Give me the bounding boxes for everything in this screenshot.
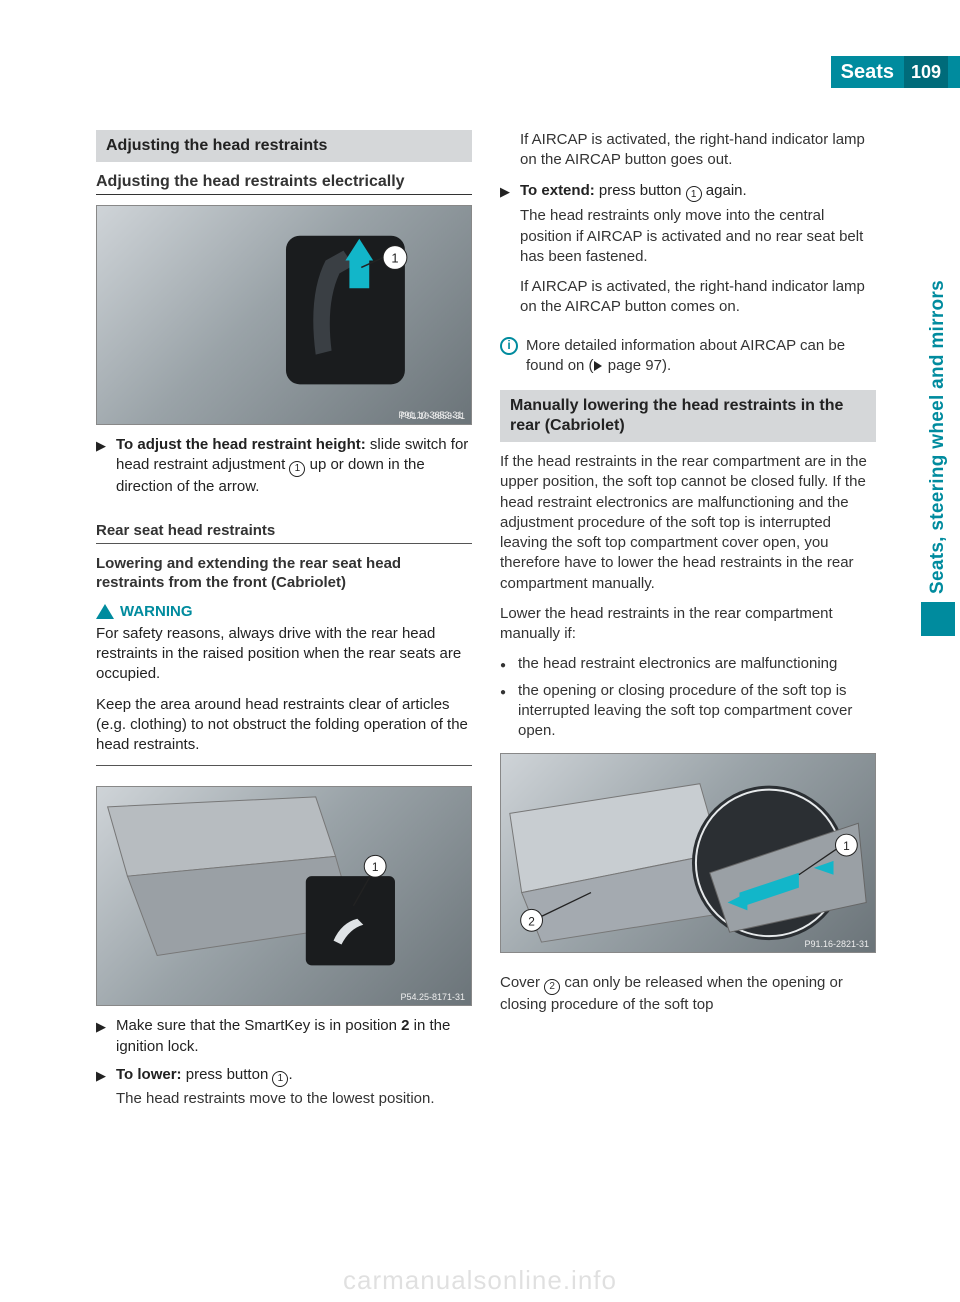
triangle-marker-icon: ▶ — [96, 1065, 110, 1087]
subheading-rear-restraints: Rear seat head restraints — [96, 521, 472, 544]
manual-p1: If the head restraints in the rear compa… — [500, 452, 876, 594]
page-ref-icon — [594, 361, 602, 371]
list-text: To adjust the head restraint height: sli… — [116, 435, 472, 497]
list-text: To lower: press button 1. — [116, 1065, 293, 1087]
figure-rear-cover: 1 2 P91.16-2821-31 — [500, 753, 876, 953]
figure1-code: P91.10-3653-31 — [400, 411, 465, 421]
warning-heading: WARNING — [96, 603, 472, 620]
bullet-malfunction: ● the head restraint electronics are mal… — [500, 654, 876, 674]
info-text: More detailed information about AIRCAP c… — [526, 336, 876, 377]
cover-text: Cover 2 can only be released when the op… — [500, 973, 876, 1015]
info-note: i More detailed information about AIRCAP… — [500, 336, 876, 377]
svg-text:2: 2 — [528, 915, 535, 929]
figure2-code: P54.25-8171-31 — [400, 992, 465, 1002]
warning-label: WARNING — [120, 603, 193, 620]
side-tab: Seats, steering wheel and mirrors — [916, 280, 960, 980]
subheading-lowering-extending: Lowering and extending the rear seat hea… — [96, 554, 472, 593]
figure-center-console: 1 P54.25-8171-31 — [96, 786, 472, 1006]
list-item-to-extend: ▶ To extend: press button 1 again. — [500, 181, 876, 203]
warning-text-2: Keep the area around head restraints cle… — [96, 695, 472, 767]
list-item-adjust-height: ▶ To adjust the head restraint height: s… — [96, 435, 472, 497]
warning-text-1: For safety reasons, always drive with th… — [96, 624, 472, 685]
right-column: If AIRCAP is activated, the right-hand i… — [500, 130, 876, 1119]
subheading-adjust-electrically: Adjusting the head restraints electrical… — [96, 172, 472, 195]
list-item-smartkey: ▶ Make sure that the SmartKey is in posi… — [96, 1016, 472, 1057]
header-section-label: Seats — [831, 61, 904, 84]
triangle-marker-icon: ▶ — [500, 181, 514, 203]
figure3-code: P91.16-2821-31 — [804, 939, 869, 949]
list-text: To extend: press button 1 again. — [520, 181, 747, 203]
figure-seat-switch: 1 P91.10-3653-31 P91.10-3653-31 — [96, 205, 472, 425]
lower-result: The head restraints move to the lowest p… — [96, 1089, 472, 1109]
side-tab-label: Seats, steering wheel and mirrors — [927, 280, 949, 594]
triangle-marker-icon: ▶ — [96, 1016, 110, 1057]
info-icon: i — [500, 337, 518, 355]
section-title-manual-lower: Manually lowering the head restraints in… — [500, 390, 876, 442]
side-tab-marker — [921, 602, 955, 636]
left-column: Adjusting the head restraints Adjusting … — [96, 130, 472, 1119]
section-title: Adjusting the head restraints — [96, 130, 472, 162]
triangle-marker-icon: ▶ — [96, 435, 110, 497]
svg-text:1: 1 — [391, 250, 398, 265]
bullet-icon: ● — [500, 654, 510, 674]
watermark: carmanualsonline.info — [0, 1265, 960, 1296]
aircap-out: If AIRCAP is activated, the right-hand i… — [500, 130, 876, 171]
header-bar: Seats 109 — [831, 56, 960, 88]
page-number: 109 — [904, 56, 948, 88]
extend-p1: The head restraints only move into the c… — [500, 206, 876, 267]
page-content: Adjusting the head restraints Adjusting … — [96, 130, 876, 1119]
list-text: Make sure that the SmartKey is in positi… — [116, 1016, 472, 1057]
warning-triangle-icon — [96, 604, 114, 619]
svg-text:1: 1 — [372, 860, 379, 874]
bullet-icon: ● — [500, 681, 510, 742]
list-item-to-lower: ▶ To lower: press button 1. — [96, 1065, 472, 1087]
svg-text:1: 1 — [843, 839, 850, 853]
manual-p2: Lower the head restraints in the rear co… — [500, 604, 876, 645]
bullet-interrupted: ● the opening or closing procedure of th… — [500, 681, 876, 742]
extend-p2: If AIRCAP is activated, the right-hand i… — [500, 277, 876, 318]
